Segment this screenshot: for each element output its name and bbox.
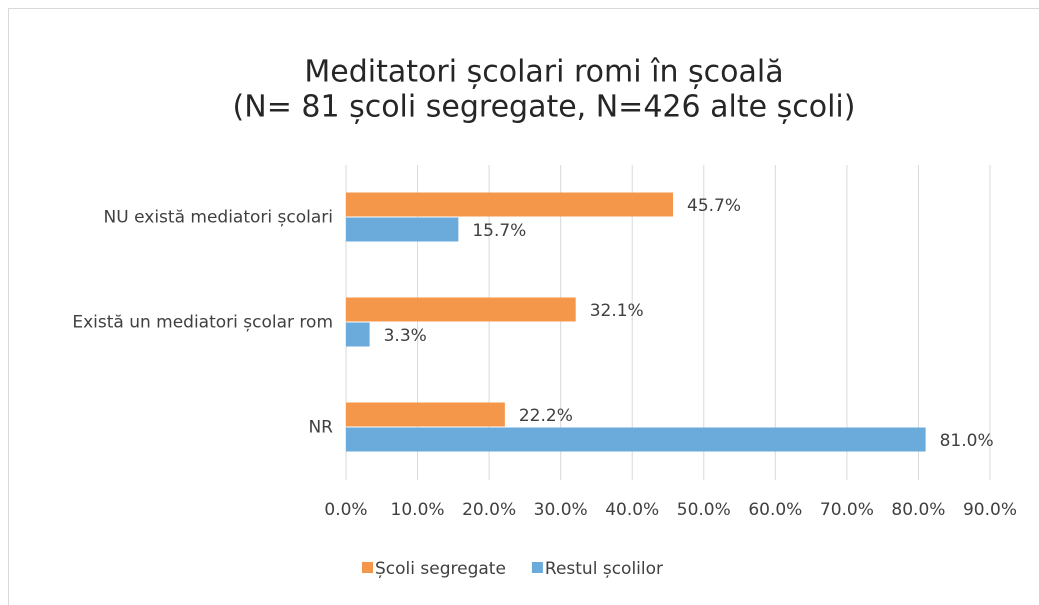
- data-label: 22.2%: [519, 406, 573, 426]
- y-tick-label: NU există mediatori școlari: [104, 208, 333, 228]
- x-tick-label: 70.0%: [820, 500, 874, 520]
- data-label: 32.1%: [590, 301, 644, 321]
- y-tick-label: NR: [308, 418, 333, 438]
- legend-swatch: [362, 562, 373, 573]
- bar: [346, 297, 576, 322]
- bar: [346, 322, 370, 347]
- bar: [346, 217, 459, 242]
- data-label: 45.7%: [687, 196, 741, 216]
- x-tick-label: 40.0%: [605, 500, 659, 520]
- legend-swatch: [531, 562, 543, 573]
- chart-title: Meditatori școlari romi în școală: [304, 55, 783, 90]
- data-label: 15.7%: [472, 221, 526, 241]
- bar: [346, 427, 926, 452]
- x-tick-label: 0.0%: [324, 500, 367, 520]
- x-tick-label: 80.0%: [891, 500, 945, 520]
- chart-subtitle: (N= 81 școli segregate, N=426 alte școli…: [233, 90, 856, 125]
- x-tick-label: 20.0%: [462, 500, 516, 520]
- x-tick-label: 60.0%: [748, 500, 802, 520]
- bar: [346, 402, 505, 427]
- x-tick-label: 10.0%: [391, 500, 445, 520]
- legend-label: Școli segregate: [375, 559, 506, 579]
- legend-label: Restul școlilor: [545, 559, 663, 579]
- bar: [346, 192, 674, 217]
- data-label: 3.3%: [384, 326, 427, 346]
- data-label: 81.0%: [940, 431, 994, 451]
- x-tick-label: 30.0%: [534, 500, 588, 520]
- x-tick-label: 50.0%: [677, 500, 731, 520]
- x-tick-label: 90.0%: [963, 500, 1017, 520]
- y-tick-label: Există un mediatori școlar rom: [72, 313, 333, 333]
